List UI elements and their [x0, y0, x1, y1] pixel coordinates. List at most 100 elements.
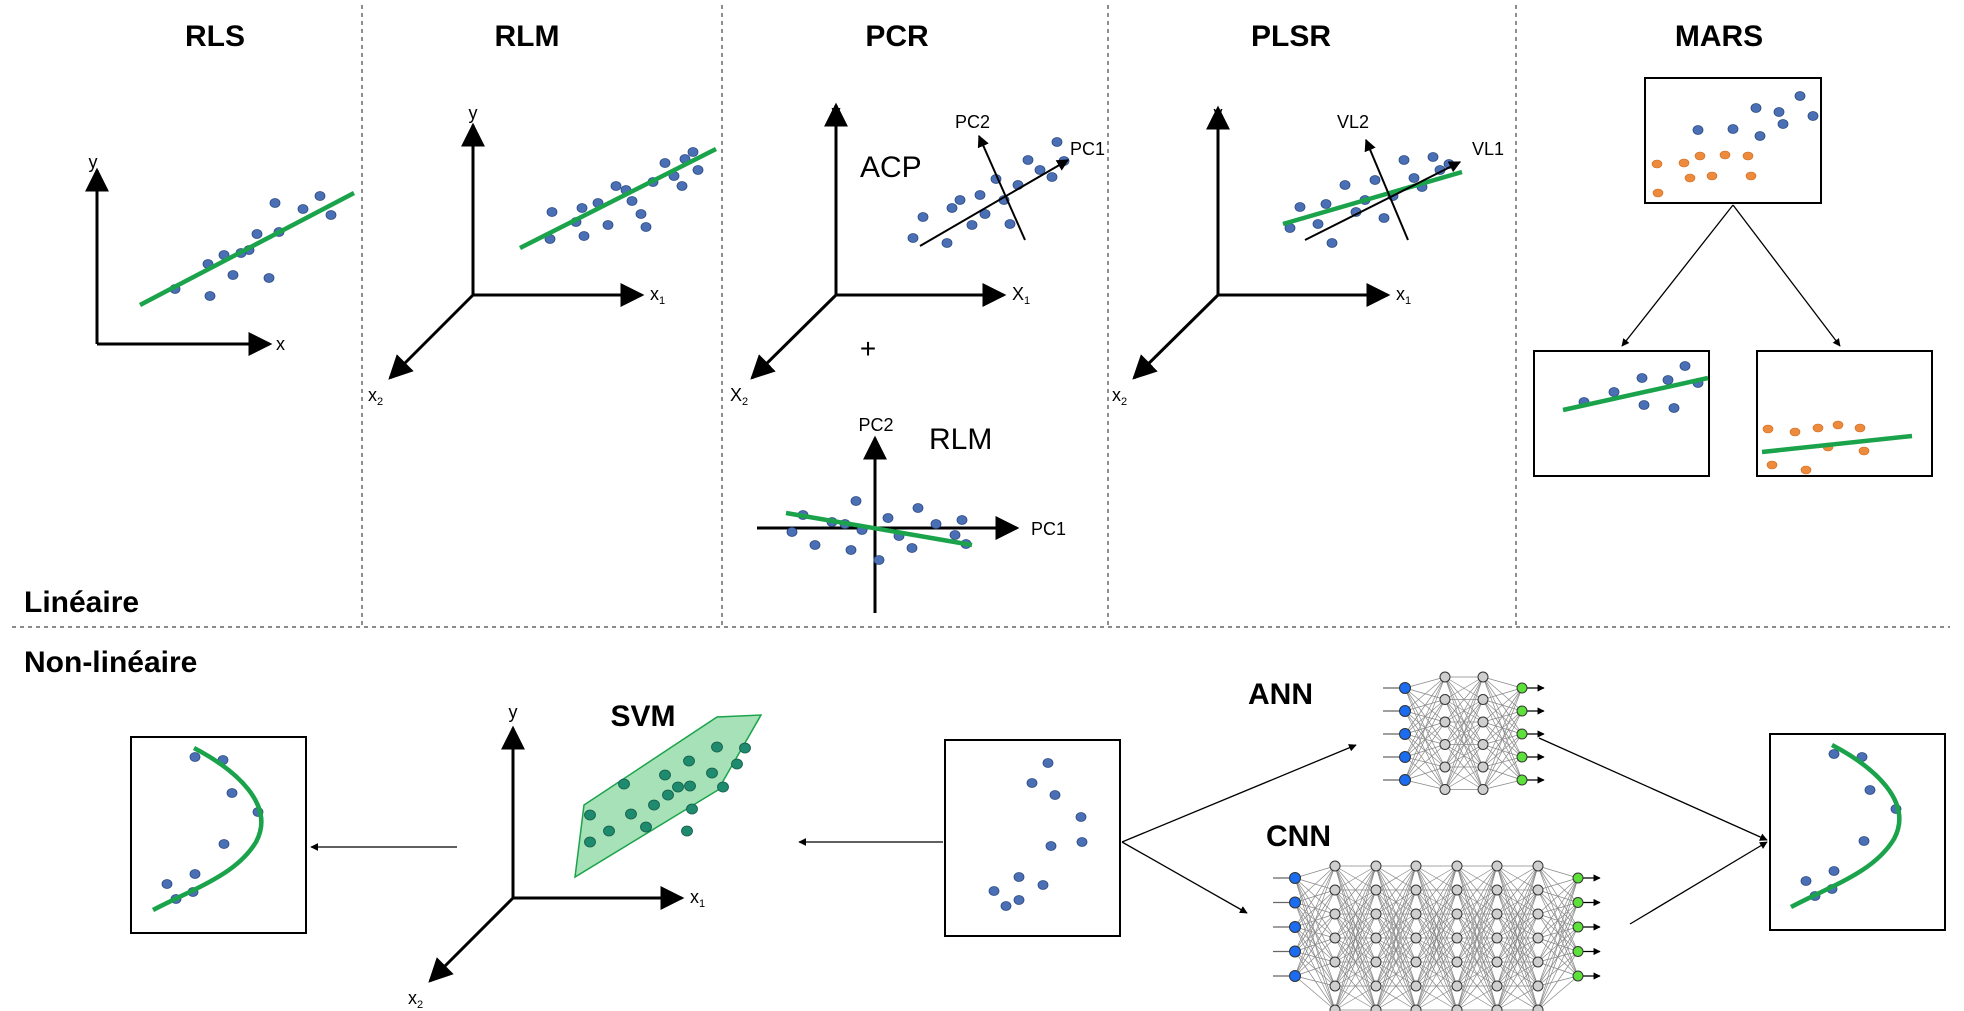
mars-panel: [1533, 77, 1933, 477]
rlm-panel: y x1 x2: [368, 103, 718, 408]
cnn-hidden-node: [1451, 980, 1463, 992]
cnn-connection: [1456, 889, 1498, 1011]
mars-top-orange-points: [1651, 150, 1757, 198]
cnn-output-node: [1572, 921, 1584, 933]
cnn-hidden-node: [1410, 908, 1422, 920]
cnn-connection: [1537, 877, 1579, 1011]
column-separators: [361, 5, 1517, 625]
cnn-output-node: [1572, 872, 1584, 884]
cnn-connection: [1334, 865, 1377, 963]
ann-cnn-result-box: [1769, 733, 1946, 931]
pcr-plus: +: [860, 333, 876, 364]
cnn-hidden-node: [1532, 1004, 1544, 1011]
ann-connection: [1404, 766, 1446, 781]
mars-top-box: [1644, 77, 1822, 204]
cnn-connection: [1294, 865, 1336, 879]
rls-panel: y x: [85, 152, 356, 356]
data-to-cnn-arrow: [1121, 841, 1248, 914]
cnn-hidden-node: [1491, 884, 1503, 896]
mars-right-fit-line: [1761, 433, 1913, 455]
cnn-connection: [1456, 865, 1498, 939]
section-nonlinear: Non-linéaire: [24, 646, 197, 679]
cnn-connection: [1375, 865, 1417, 963]
cnn-connection: [1537, 951, 1579, 1011]
cnn-hidden-node: [1370, 860, 1382, 872]
ann-hidden-node: [1439, 716, 1451, 728]
ann-hidden-node: [1477, 716, 1489, 728]
cnn-hidden-node: [1329, 884, 1341, 896]
cnn-to-result-arrow: [1629, 841, 1768, 925]
svm-y-label: y: [509, 702, 518, 722]
cnn-connection: [1375, 865, 1417, 1011]
ann-hidden-node: [1477, 694, 1489, 705]
svm-x1-label: x1: [690, 887, 705, 910]
cnn-connection: [1415, 985, 1458, 1011]
pcr-lower-pc2-label: PC2: [858, 415, 893, 435]
cnn-hidden-node: [1410, 980, 1422, 992]
data-to-ann-arrow: [1121, 744, 1357, 843]
ann-connection: [1482, 687, 1523, 790]
pcr-lower-fit-line: [785, 510, 973, 548]
plsr-vl2-label: VL2: [1337, 112, 1369, 132]
cnn-connection: [1334, 913, 1377, 1011]
cnn-connection: [1294, 975, 1336, 1011]
ann-connection: [1482, 779, 1523, 790]
cnn-connection: [1415, 889, 1458, 1011]
mars-right-box: [1756, 350, 1933, 477]
cnn-hidden-node: [1410, 1004, 1422, 1011]
cnn-connection: [1375, 889, 1417, 1011]
mars-left-box: [1533, 350, 1710, 477]
ann-connection: [1404, 744, 1446, 781]
rlm-x2-axis: [388, 293, 475, 380]
ann-connection: [1444, 676, 1484, 745]
cnn-connection: [1456, 937, 1498, 1011]
rlm-y-label: y: [469, 103, 478, 123]
cnn-connection: [1294, 937, 1336, 977]
nonlinear-data-box: [944, 739, 1121, 937]
cnn-connection: [1496, 865, 1539, 939]
ann-hidden-node: [1439, 671, 1451, 683]
cnn-connection: [1294, 961, 1336, 977]
cnn-hidden-node: [1451, 860, 1463, 872]
cnn-hidden-node: [1370, 1004, 1382, 1011]
plsr-y-label: y: [1214, 103, 1223, 123]
ann-connection: [1444, 676, 1484, 700]
cnn-connection: [1496, 865, 1539, 891]
cnn-hidden-node: [1491, 908, 1503, 920]
cnn-hidden-node: [1329, 1004, 1341, 1011]
ann-hidden-node: [1477, 739, 1489, 750]
ann-hidden-node: [1439, 694, 1451, 705]
cnn-hidden-node: [1329, 956, 1341, 968]
cnn-input-node: [1289, 921, 1301, 933]
cnn-connection: [1415, 865, 1458, 939]
cnn-input-node: [1289, 945, 1301, 958]
cnn-connection: [1537, 877, 1579, 891]
cnn-connection: [1415, 913, 1458, 1011]
cnn-connection: [1496, 913, 1539, 1011]
cnn-input-node: [1289, 970, 1301, 982]
cnn-connection: [1415, 865, 1458, 987]
ann-connection: [1404, 676, 1446, 735]
cnn-output-node: [1572, 970, 1584, 982]
ann-connection: [1444, 676, 1484, 790]
cnn-connection: [1334, 865, 1377, 891]
ann-output-node: [1516, 682, 1528, 694]
cnn-hidden-node: [1532, 956, 1544, 968]
cnn-hidden-node: [1451, 956, 1463, 968]
pcr-rlm-label: RLM: [929, 423, 992, 456]
cnn-network: [1273, 860, 1601, 1011]
cnn-connection: [1496, 865, 1539, 1011]
cnn-connection: [1415, 865, 1458, 915]
mars-top-blue-points: [1692, 91, 1819, 141]
cnn-connection: [1456, 913, 1498, 1011]
mars-left-fit-line: [1562, 375, 1709, 413]
cnn-input-node: [1289, 872, 1301, 884]
svm-x2-axis: [428, 896, 515, 983]
ann-connection: [1444, 766, 1484, 790]
ann-connection: [1482, 733, 1523, 790]
ann-output-node: [1516, 728, 1528, 740]
mars-split-arrow-left: [1621, 204, 1734, 347]
cnn-connection: [1496, 937, 1539, 1011]
cnn-connection: [1334, 865, 1377, 915]
cnn-connection: [1375, 865, 1417, 915]
